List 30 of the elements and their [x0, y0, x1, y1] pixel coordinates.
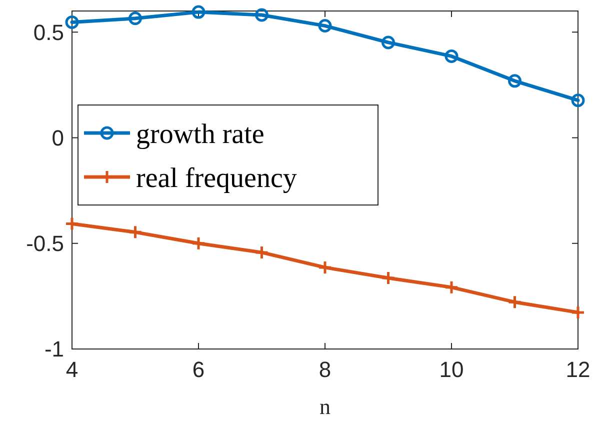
point [570, 305, 586, 320]
point [382, 36, 395, 50]
point [508, 74, 522, 88]
point [64, 216, 80, 231]
y-tick-label: -1 [44, 336, 64, 362]
x-tick-label: 6 [192, 357, 205, 382]
point [571, 94, 585, 108]
y-tick-label: 0.5 [33, 20, 64, 45]
point [65, 15, 79, 29]
point [381, 270, 396, 286]
y-tick-label: 0 [52, 125, 64, 150]
point [128, 224, 142, 240]
point [254, 245, 269, 260]
x-tick-label: 12 [566, 357, 590, 382]
point [191, 236, 206, 251]
point [444, 280, 459, 295]
point [318, 260, 332, 275]
point [255, 8, 268, 22]
x-tick-label: 10 [439, 357, 464, 382]
point [508, 294, 522, 310]
point [128, 12, 142, 26]
y-tick-label: -0.5 [26, 231, 64, 256]
x-tick-label: 8 [318, 357, 332, 382]
x-tick-label: 4 [66, 357, 78, 382]
point [192, 5, 206, 19]
point [318, 19, 332, 33]
legend-label: real frequency [136, 162, 297, 194]
x-axis-title: n [320, 394, 330, 419]
legend-label: growth rate [136, 118, 264, 150]
point [444, 49, 458, 63]
